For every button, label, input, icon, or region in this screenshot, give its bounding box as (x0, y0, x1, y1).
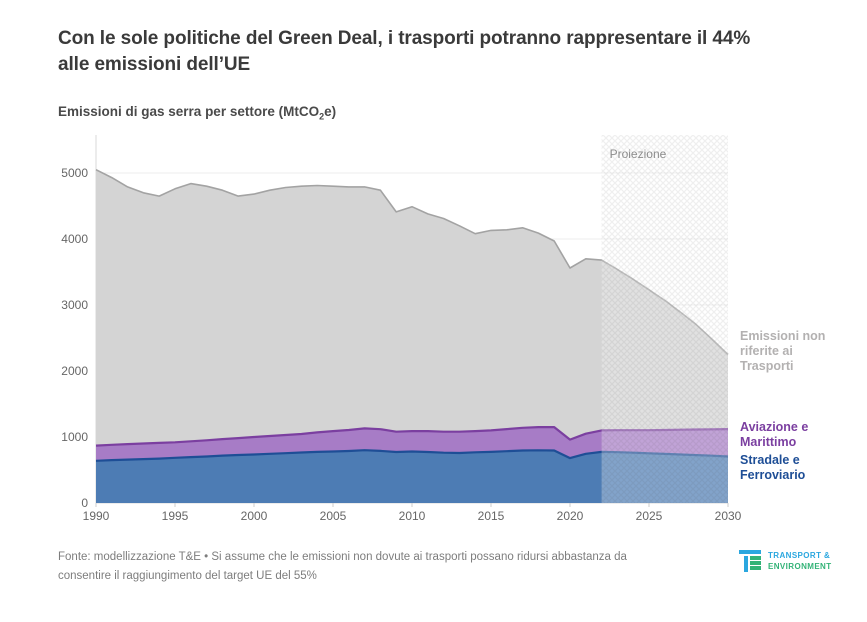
x-tick-label: 2005 (320, 509, 347, 523)
x-tick-label: 1995 (162, 509, 189, 523)
x-tick-label: 2025 (636, 509, 663, 523)
y-tick-label: 2000 (61, 364, 88, 378)
x-tick-label: 2020 (557, 509, 584, 523)
te-logo-icon (739, 550, 763, 572)
legend-label-road-rail: Stradale e Ferroviario (740, 453, 806, 482)
te-logo-t-bar (739, 550, 761, 554)
te-logo-line1: TRANSPORT & (768, 551, 831, 560)
y-tick-label: 0 (81, 496, 88, 510)
te-logo-text: TRANSPORT & ENVIRONMENT (768, 550, 832, 573)
chart-subtitle-subscript: 2 (319, 111, 325, 122)
te-logo-e-bar2 (750, 561, 761, 565)
y-tick-label: 4000 (61, 232, 88, 246)
x-tick-label: 2015 (478, 509, 505, 523)
x-tick-label: 2030 (715, 509, 742, 523)
source-note-line1: Fonte: modellizzazione T&E • Si assume c… (58, 551, 627, 563)
chart-subtitle-text: Emissioni di gas serra per settore (MtCO (58, 104, 320, 119)
x-tick-label: 2010 (399, 509, 426, 523)
legend-label-other-emissions: Emissioni non riferite ai Trasporti (740, 329, 826, 373)
area-other-emissions (96, 169, 728, 446)
te-logo-e-bar1 (750, 556, 761, 560)
source-note: Fonte: modellizzazione T&E • Si assume c… (58, 548, 708, 585)
te-logo-e-bar3 (750, 566, 761, 570)
source-note-line2: consentire il raggiungimento del target … (58, 569, 317, 582)
legend-label-aviation-maritime: Aviazione e Marittimo (740, 420, 809, 449)
page-title-line2: alle emissioni dell’UE (58, 54, 251, 76)
area-aviation-maritime (96, 427, 728, 461)
chart-subtitle-suffix: e) (324, 104, 337, 119)
area-road-rail (96, 450, 728, 503)
x-tick-label: 1990 (83, 509, 110, 523)
transport-environment-logo: TRANSPORT & ENVIRONMENT (739, 550, 832, 573)
page-title: Con le sole politiche del Green Deal, i … (58, 26, 838, 78)
page-title-line1: Con le sole politiche del Green Deal, i … (58, 28, 751, 49)
y-tick-label: 5000 (61, 166, 88, 180)
y-tick-label: 1000 (61, 430, 88, 444)
te-logo-line2: ENVIRONMENT (768, 561, 832, 571)
x-tick-label: 2000 (241, 509, 268, 523)
y-tick-label: 3000 (61, 298, 88, 312)
projection-label: Proiezione (610, 147, 667, 161)
chart-subtitle: Emissioni di gas serra per settore (MtCO… (58, 104, 336, 122)
te-logo-t-stem (744, 556, 748, 572)
projection-hatch (601, 135, 728, 503)
